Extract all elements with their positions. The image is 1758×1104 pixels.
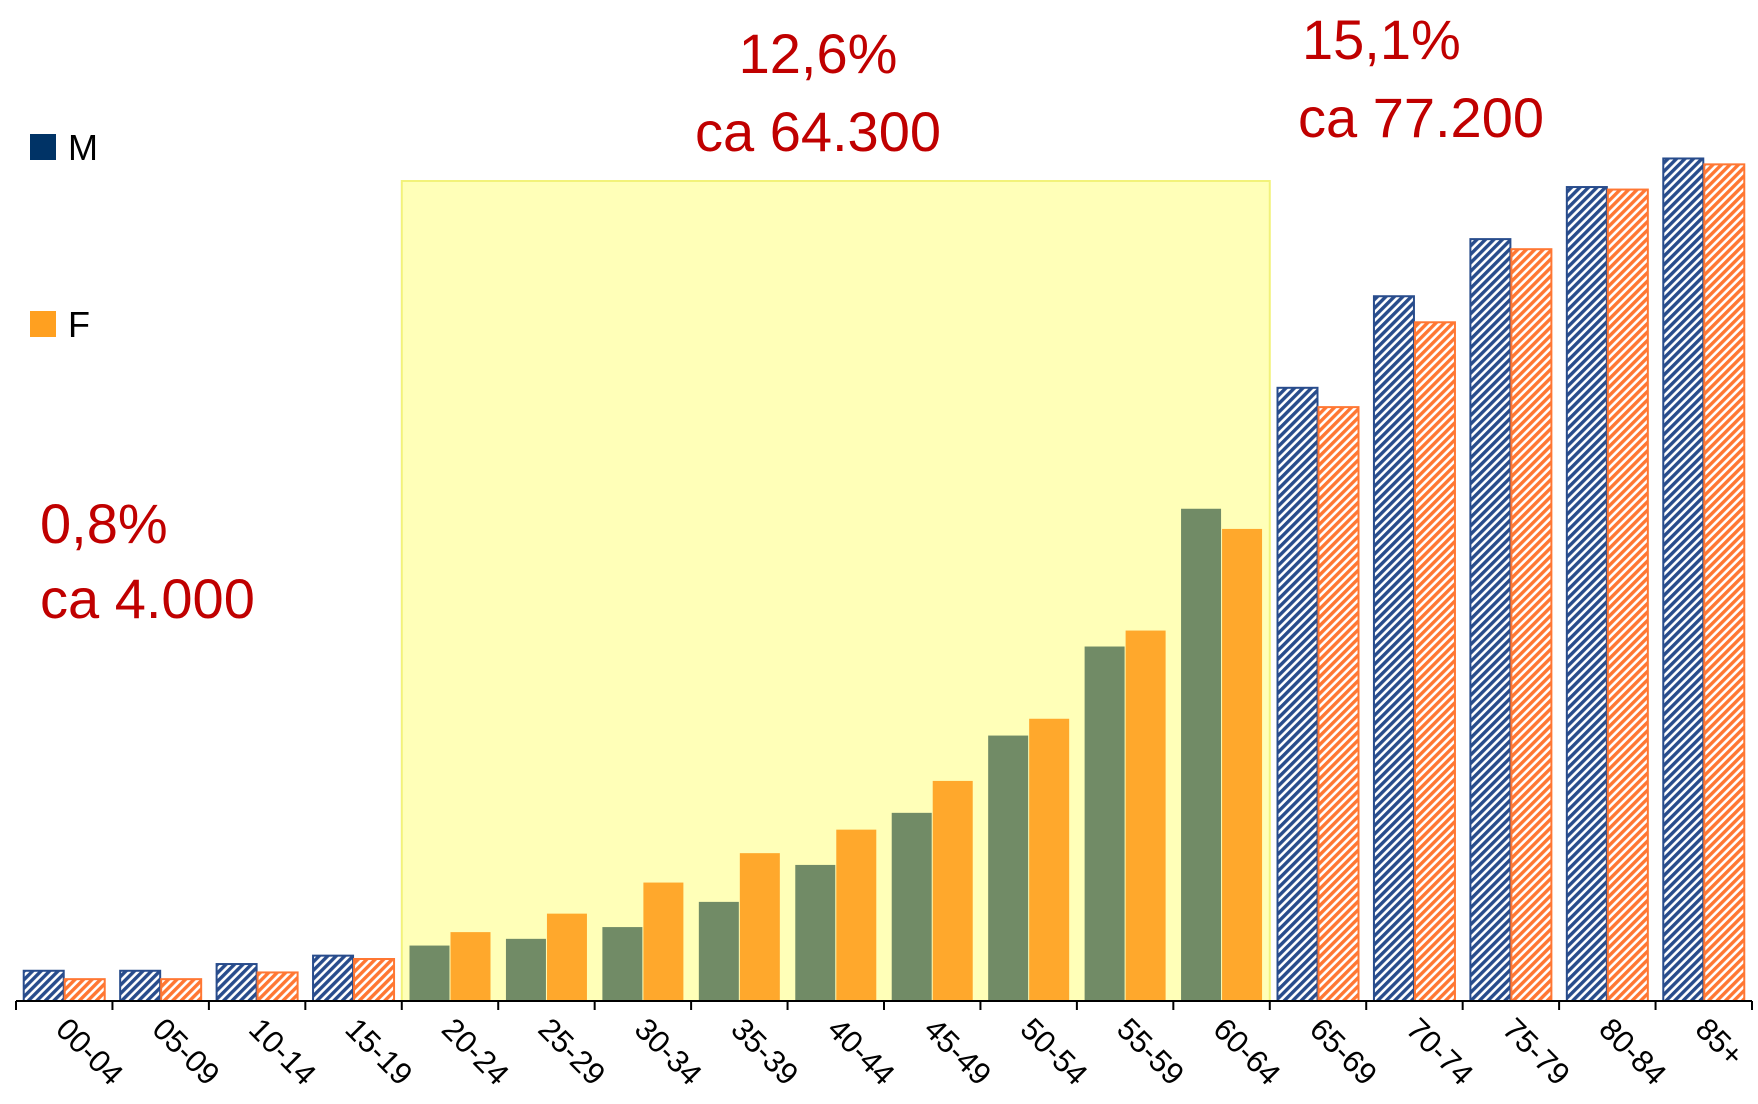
bar-m-05-09 xyxy=(119,969,162,1003)
bar-m-60-64 xyxy=(1181,508,1222,1001)
annotation-young: 0,8% ca 4.000 xyxy=(40,492,255,630)
x-tick-label: 65-69 xyxy=(1303,1011,1384,1092)
x-tick-label: 80-84 xyxy=(1592,1011,1673,1092)
bar-m-70-74 xyxy=(1372,295,1415,1002)
x-tick-label: 70-74 xyxy=(1399,1011,1480,1092)
legend: M F xyxy=(30,127,98,345)
annotation-middle-percent: 12,6% xyxy=(739,22,898,85)
legend-label-f: F xyxy=(68,304,90,345)
bar-f-55-59 xyxy=(1125,630,1166,1001)
x-tick-label: 20-24 xyxy=(435,1011,516,1092)
x-tick-label: 05-09 xyxy=(146,1011,227,1092)
bar-m-45-49 xyxy=(891,812,932,1001)
bars-group xyxy=(22,157,1746,1003)
bar-f-00-04 xyxy=(63,978,106,1002)
bar-f-05-09 xyxy=(160,978,203,1002)
x-tick-label: 30-34 xyxy=(628,1011,709,1092)
bar-m-30-34 xyxy=(602,927,643,1001)
x-tick-label: 45-49 xyxy=(917,1011,998,1092)
bar-m-85+ xyxy=(1662,157,1705,1003)
x-tick-label: 60-64 xyxy=(1207,1011,1288,1092)
bar-f-15-19 xyxy=(353,958,396,1002)
bar-m-50-54 xyxy=(988,735,1029,1001)
bar-m-20-24 xyxy=(409,945,450,1001)
x-tick-label: 25-29 xyxy=(531,1011,612,1092)
bar-m-00-04 xyxy=(22,969,65,1003)
bar-f-60-64 xyxy=(1222,528,1263,1001)
bar-m-25-29 xyxy=(505,938,546,1001)
bar-f-40-44 xyxy=(836,829,877,1001)
bar-f-80-84 xyxy=(1606,188,1649,1002)
bar-f-20-24 xyxy=(450,932,491,1001)
x-tick-label: 10-14 xyxy=(242,1011,323,1092)
bar-f-30-34 xyxy=(643,882,684,1001)
bar-f-10-14 xyxy=(256,971,299,1003)
x-tick-label: 85+ xyxy=(1689,1011,1751,1073)
legend-swatch-m xyxy=(30,134,56,160)
bar-f-50-54 xyxy=(1029,718,1070,1001)
bar-m-40-44 xyxy=(795,864,836,1001)
x-tick-label: 15-19 xyxy=(339,1011,420,1092)
bar-f-85+ xyxy=(1703,163,1746,1003)
bar-f-45-49 xyxy=(932,780,973,1001)
x-tick-label: 00-04 xyxy=(49,1011,130,1092)
x-tick-label: 35-39 xyxy=(724,1011,805,1092)
annotation-middle: 12,6% ca 64.300 xyxy=(695,22,941,163)
bar-m-55-59 xyxy=(1084,646,1125,1001)
bar-f-25-29 xyxy=(546,913,587,1001)
annotation-old: 15,1% ca 77.200 xyxy=(1298,8,1544,149)
legend-swatch-f xyxy=(30,311,56,337)
highlight-band xyxy=(400,180,1271,1002)
bar-m-15-19 xyxy=(312,954,355,1003)
x-tick-label: 40-44 xyxy=(821,1011,902,1092)
bar-m-65-69 xyxy=(1276,386,1319,1002)
annotation-middle-count: ca 64.300 xyxy=(695,100,941,163)
annotation-old-percent: 15,1% xyxy=(1302,8,1461,71)
bar-m-10-14 xyxy=(215,963,258,1002)
annotation-young-percent: 0,8% xyxy=(40,492,168,555)
x-axis: 00-04 05-09 10-14 15-19 20-24 25-29 30-34 35-39… xyxy=(15,1000,1753,1092)
bar-m-80-84 xyxy=(1565,186,1608,1003)
x-tick-label: 50-54 xyxy=(1014,1011,1095,1092)
annotation-old-count: ca 77.200 xyxy=(1298,86,1544,149)
bar-m-75-79 xyxy=(1469,238,1512,1002)
annotation-young-count: ca 4.000 xyxy=(40,567,255,630)
x-tick-label: 75-79 xyxy=(1496,1011,1577,1092)
bar-f-35-39 xyxy=(739,853,780,1001)
legend-label-m: M xyxy=(68,127,98,168)
bar-m-35-39 xyxy=(698,901,739,1001)
bar-f-75-79 xyxy=(1510,248,1553,1002)
bar-f-65-69 xyxy=(1317,406,1360,1002)
x-tick-label: 55-59 xyxy=(1110,1011,1191,1092)
bar-f-70-74 xyxy=(1413,321,1456,1002)
